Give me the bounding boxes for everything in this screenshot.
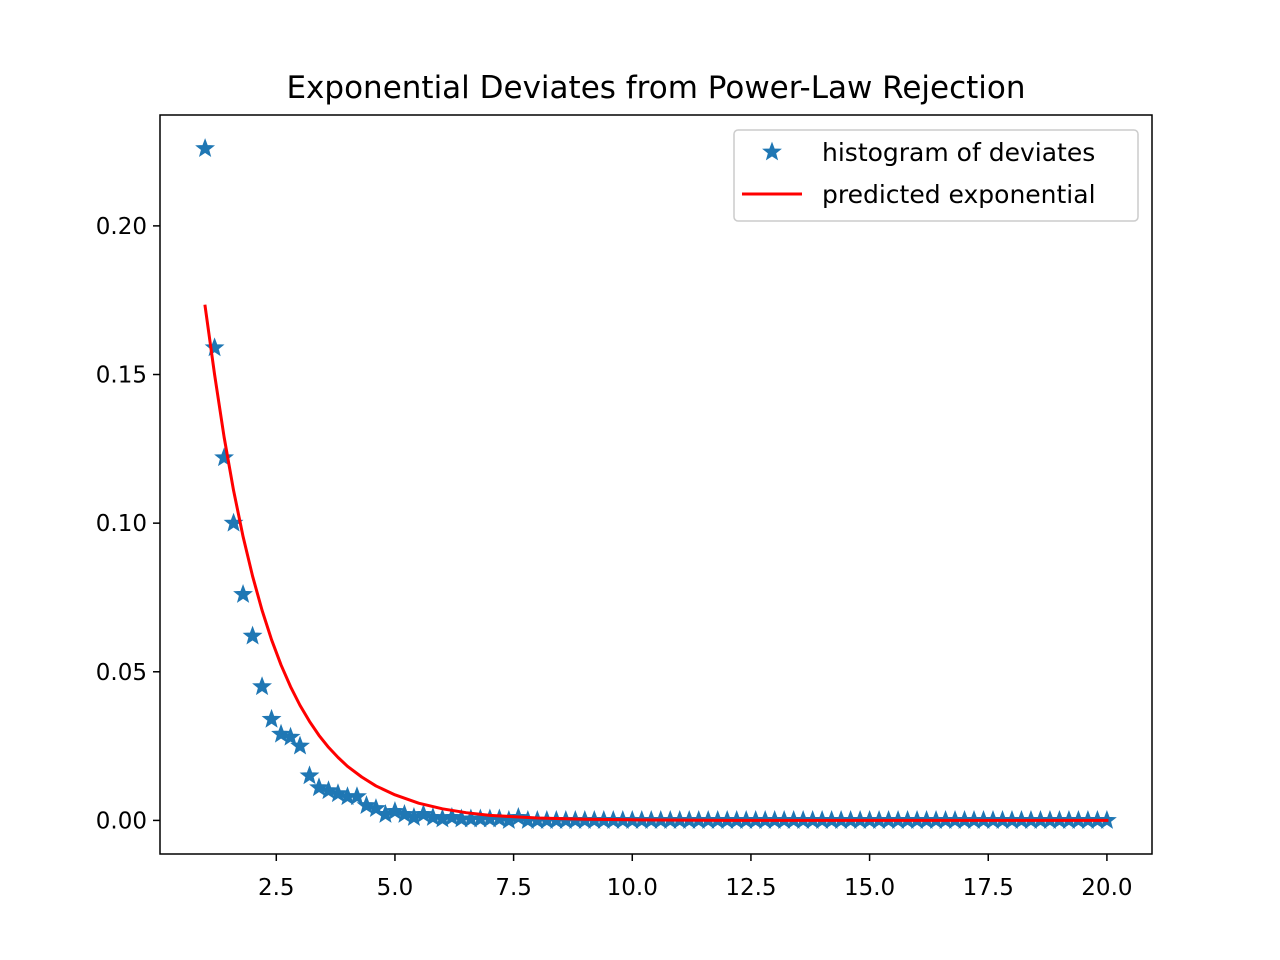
- histogram-point: [290, 735, 310, 755]
- x-tick-label: 7.5: [495, 875, 532, 901]
- axis-ticks: 2.5 5.0 7.5 10.0 12.5 15.0 17.5 20.0 0.00 0.05 0.1…: [96, 214, 1133, 901]
- x-tick-label: 17.5: [963, 875, 1014, 901]
- chart-title: Exponential Deviates from Power-Law Reje…: [286, 70, 1025, 106]
- histogram-point: [441, 807, 462, 826]
- histogram-point: [242, 625, 263, 645]
- legend-box: [733, 129, 1139, 222]
- y-tick-label: 0.10: [96, 511, 147, 537]
- histogram-point: [214, 447, 235, 467]
- x-tick-label: 15.0: [844, 875, 895, 901]
- histogram-point: [233, 584, 253, 603]
- legend-marker-histogram: [762, 141, 782, 161]
- x-tick-label: 20.0: [1081, 875, 1132, 901]
- histogram-point: [366, 798, 386, 817]
- histogram-point: [394, 804, 415, 823]
- histogram-point: [413, 804, 434, 823]
- histogram-point: [385, 801, 405, 820]
- histogram-point: [356, 795, 377, 814]
- legend-entry-histogram: histogram of deviates: [822, 138, 1095, 167]
- histogram-point: [299, 765, 320, 785]
- histogram-point: [309, 777, 329, 797]
- legend-entry-predicted: predicted exponential: [822, 180, 1096, 209]
- histogram-point: [271, 723, 291, 743]
- histogram-point: [261, 708, 282, 728]
- x-tick-label: 2.5: [258, 875, 295, 901]
- x-tick-label: 12.5: [725, 875, 776, 901]
- histogram-point: [195, 138, 216, 158]
- x-tick-label: 5.0: [377, 875, 414, 901]
- y-tick-label: 0.15: [96, 363, 147, 389]
- predicted-exponential-line: [203, 304, 1109, 822]
- histogram-point: [347, 786, 367, 806]
- histogram-point: [328, 783, 348, 803]
- histogram-point: [423, 807, 443, 826]
- x-tick-label: 10.0: [607, 875, 658, 901]
- y-tick-label: 0.20: [96, 214, 147, 240]
- histogram-point: [318, 780, 339, 800]
- legend: histogram of deviates predicted exponent…: [733, 129, 1139, 222]
- histogram-point: [204, 337, 225, 357]
- histogram-point: [280, 726, 301, 746]
- y-tick-label: 0.05: [96, 660, 147, 686]
- y-tick-label: 0.00: [96, 808, 147, 834]
- axes-frame: [159, 114, 1153, 855]
- histogram-point: [252, 676, 272, 696]
- plot-area: [195, 138, 1117, 829]
